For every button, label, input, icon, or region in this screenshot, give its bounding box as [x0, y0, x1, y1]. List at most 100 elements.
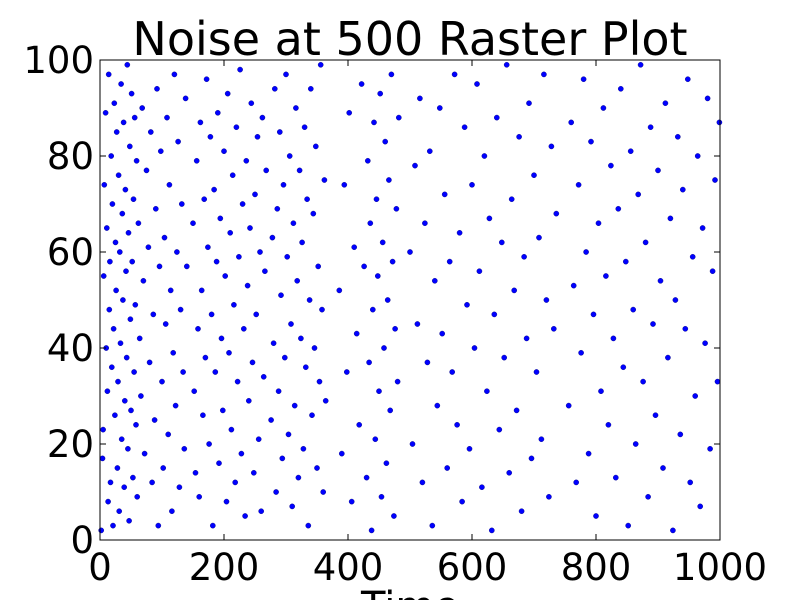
spike-markers	[98, 62, 723, 534]
spike-point-350	[692, 393, 699, 399]
spike-point-106	[202, 354, 209, 361]
spike-point-320	[618, 86, 624, 92]
y-tick-label-100: 100	[23, 39, 94, 82]
spike-point-87	[174, 249, 180, 255]
spike-point-141	[245, 397, 252, 404]
spike-point-25	[115, 378, 121, 385]
spike-point-286	[523, 335, 530, 342]
spike-point-12	[107, 258, 113, 265]
spike-point-290	[533, 369, 540, 375]
spike-point-175	[291, 402, 298, 409]
spike-point-284	[518, 508, 525, 515]
spike-point-204	[343, 369, 350, 375]
spike-point-157	[269, 234, 276, 241]
spike-point-129	[231, 301, 237, 308]
spike-point-268	[479, 484, 485, 491]
spike-point-295	[546, 493, 552, 500]
spike-point-172	[288, 321, 294, 327]
spike-point-293	[541, 71, 547, 78]
spike-point-282	[513, 407, 520, 414]
spike-point-119	[218, 335, 225, 342]
spike-point-338	[662, 100, 669, 106]
spike-point-212	[363, 474, 370, 481]
spike-point-281	[511, 287, 518, 294]
spike-point-93	[181, 445, 188, 452]
x-axis-label: Time	[360, 584, 459, 600]
spike-point-339	[665, 354, 671, 361]
spike-point-183	[301, 124, 308, 130]
spike-point-162	[275, 388, 282, 395]
spike-point-22	[113, 287, 119, 294]
spike-point-240	[409, 441, 416, 447]
spike-point-226	[381, 345, 387, 351]
spike-point-126	[227, 229, 233, 236]
spike-point-303	[575, 181, 582, 188]
spike-point-111	[208, 311, 215, 318]
spike-point-176	[293, 105, 299, 111]
spike-point-2	[100, 426, 106, 433]
spike-point-316	[608, 162, 614, 169]
y-tick-label-60: 60	[47, 231, 94, 274]
spike-point-135	[238, 450, 245, 457]
spike-point-101	[196, 493, 202, 500]
spike-point-15	[109, 364, 115, 371]
spike-point-347	[685, 76, 691, 82]
spike-point-160	[273, 489, 279, 495]
spike-point-179	[296, 167, 303, 174]
spike-point-72	[155, 522, 162, 529]
spike-point-42	[125, 229, 132, 236]
spike-point-30	[118, 81, 124, 87]
spike-point-124	[224, 90, 231, 97]
spike-point-272	[488, 527, 495, 534]
spike-point-52	[131, 114, 138, 121]
spike-point-193	[314, 465, 320, 471]
spike-point-262	[464, 301, 470, 308]
spike-point-152	[259, 114, 266, 121]
spike-point-118	[217, 215, 224, 222]
spike-point-8	[104, 388, 111, 395]
x-tick-label-600: 600	[437, 546, 508, 589]
spike-point-199	[321, 177, 328, 183]
spike-point-27	[116, 508, 122, 515]
spike-point-59	[138, 393, 144, 399]
spike-point-230	[386, 177, 392, 183]
spike-point-274	[493, 114, 500, 121]
spike-point-309	[590, 311, 597, 318]
spike-point-336	[657, 277, 664, 284]
spike-point-57	[135, 220, 142, 226]
spike-point-337	[660, 465, 666, 471]
spike-point-35	[121, 484, 127, 491]
spike-point-100	[195, 325, 201, 332]
spike-point-314	[603, 273, 609, 279]
spike-point-63	[143, 167, 150, 174]
spike-point-238	[395, 114, 402, 121]
spike-point-17	[110, 522, 116, 529]
spike-point-178	[295, 474, 302, 481]
spike-point-357	[709, 268, 716, 275]
spike-point-122	[222, 273, 228, 279]
spike-point-130	[232, 479, 238, 486]
spike-point-202	[338, 450, 345, 457]
spike-point-170	[285, 431, 292, 438]
spike-point-298	[553, 210, 560, 217]
spike-point-323	[625, 522, 632, 529]
spike-point-166	[280, 181, 287, 188]
spike-point-75	[159, 378, 165, 385]
spike-point-335	[655, 167, 661, 174]
spike-point-319	[615, 205, 622, 212]
spike-point-41	[125, 445, 131, 452]
spike-point-18	[110, 325, 117, 332]
spike-point-186	[305, 522, 312, 529]
spike-point-207	[351, 244, 358, 250]
spike-point-60	[139, 105, 145, 111]
spike-point-266	[474, 81, 480, 87]
spike-point-66	[147, 129, 154, 135]
spike-point-74	[157, 148, 164, 154]
spike-point-48	[129, 258, 135, 265]
spike-point-144	[249, 359, 256, 366]
spike-point-161	[274, 205, 281, 212]
spike-point-5	[102, 110, 109, 116]
spike-point-169	[284, 253, 291, 260]
spike-point-291	[536, 234, 542, 241]
